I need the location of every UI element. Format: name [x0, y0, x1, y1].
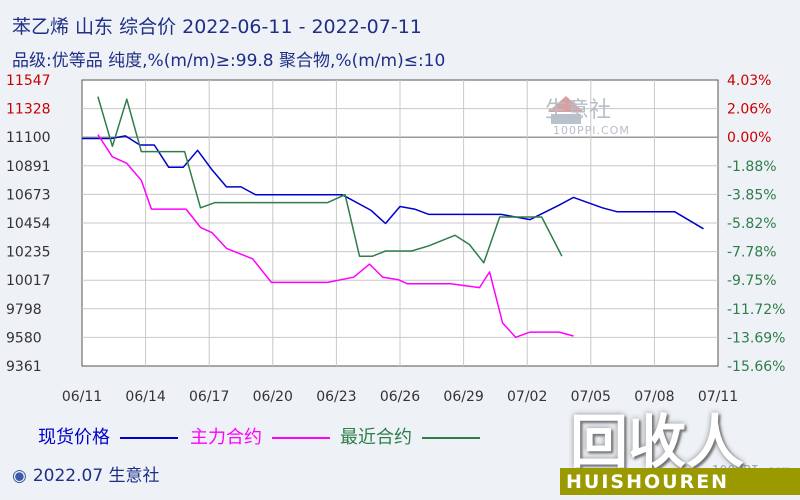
y-left-tick-label: 10891 — [6, 159, 51, 175]
x-tick-label: 06/17 — [189, 389, 229, 405]
y-right-tick-label: -1.88% — [727, 159, 777, 175]
y-right-tick-label: -3.85% — [727, 187, 777, 203]
x-tick-label: 06/11 — [62, 389, 102, 405]
y-left-tick-label: 10454 — [6, 216, 51, 232]
y-left-tick-label: 11547 — [6, 73, 51, 89]
legend-latest-label: 最近合约 — [340, 427, 412, 448]
watermark-domain: 100PPI.COM — [553, 124, 630, 137]
legend-main-label: 主力合约 — [190, 427, 262, 448]
legend-spot-swatch — [120, 437, 178, 439]
legend-latest-swatch — [422, 437, 480, 439]
footer-copyright-text: 2022.07 生意社 — [32, 466, 160, 486]
y-right-tick-label: -5.82% — [727, 216, 777, 232]
y-right-tick-label: -7.78% — [727, 245, 777, 261]
y-right-tick-label: -15.66% — [727, 359, 785, 375]
series-line-main — [97, 134, 574, 339]
legend-latest: 最近合约 — [340, 423, 480, 449]
watermark: 生意社 100PPI.COM — [545, 92, 630, 137]
y-right-tick-label: -11.72% — [727, 302, 785, 318]
chart-subtitle: 品级:优等品 纯度,%(m/m)≥:99.8 聚合物,%(m/m)≤:10 — [12, 51, 446, 71]
y-right-tick-label: -9.75% — [727, 273, 777, 289]
chart-title: 苯乙烯 山东 综合价 2022-06-11 - 2022-07-11 — [12, 16, 422, 38]
y-right-tick-label: -13.69% — [727, 330, 785, 346]
watermark-name: 生意社 — [545, 98, 612, 123]
x-tick-label: 06/20 — [253, 389, 293, 405]
copyright-icon: ◉ — [12, 466, 27, 486]
legend-main: 主力合约 — [190, 423, 330, 449]
y-left-tick-label: 9798 — [6, 302, 42, 318]
x-tick-label: 06/29 — [443, 389, 483, 405]
brand-logo-bar — [560, 468, 800, 495]
legend-spot: 现货价格 — [38, 423, 178, 449]
x-tick-label: 07/08 — [634, 389, 674, 405]
x-tick-label: 06/14 — [125, 389, 165, 405]
y-left-tick-label: 11328 — [6, 102, 51, 118]
y-left-tick-label: 9361 — [6, 359, 42, 375]
series-line-spot — [82, 135, 704, 230]
x-tick-label: 07/02 — [507, 389, 547, 405]
brand-logo: 回收人 HUISHOUREN — [560, 395, 800, 500]
y-left-tick-label: 9580 — [6, 330, 42, 346]
x-tick-label: 07/11 — [698, 389, 738, 405]
legend-main-swatch — [272, 437, 330, 439]
watermark-roof-icon — [548, 96, 584, 112]
watermark-base-icon — [551, 114, 581, 124]
y-right-tick-label: 4.03% — [727, 73, 771, 89]
footer-copyright: ◉ 2022.07 生意社 — [12, 461, 160, 486]
series-line-latest — [97, 96, 563, 264]
y-right-tick-label: 0.00% — [727, 130, 771, 146]
y-right-tick-label: 2.06% — [727, 102, 771, 118]
y-left-tick-label: 10017 — [6, 273, 51, 289]
legend-spot-label: 现货价格 — [38, 427, 110, 448]
x-tick-label: 07/05 — [571, 389, 611, 405]
brand-logo-text: 回收人 — [570, 408, 745, 476]
brand-logo-subtext: HUISHOUREN — [566, 471, 730, 493]
y-left-tick-label: 10673 — [6, 187, 51, 203]
x-tick-label: 06/26 — [380, 389, 420, 405]
y-left-tick-label: 10235 — [6, 245, 51, 261]
y-left-tick-label: 11100 — [6, 130, 51, 146]
x-tick-label: 06/23 — [316, 389, 356, 405]
